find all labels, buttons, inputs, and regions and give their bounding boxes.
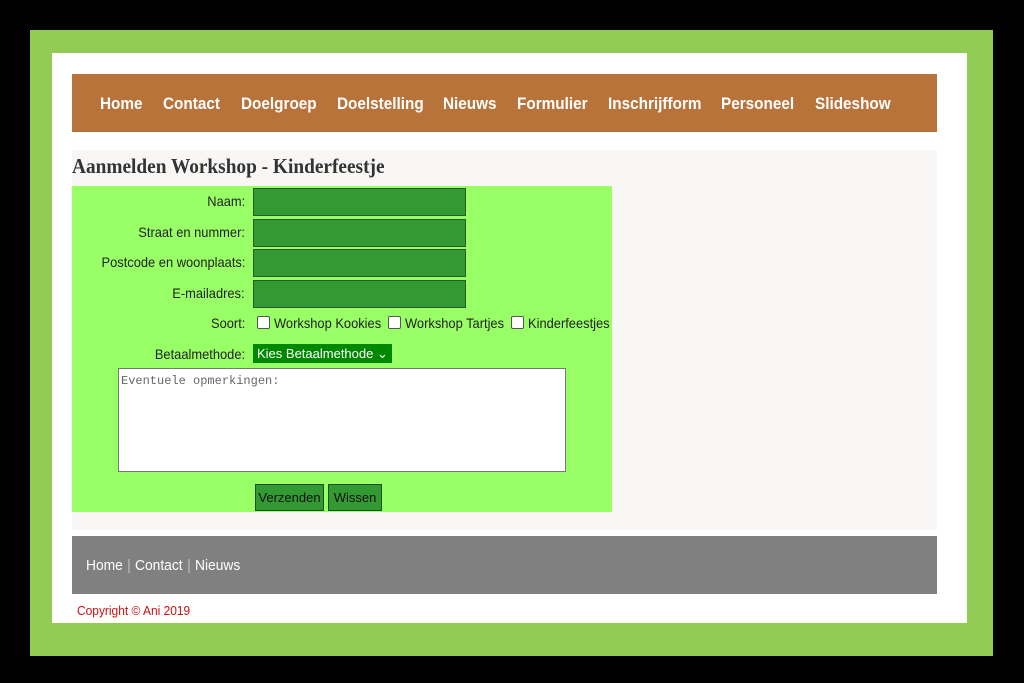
- checkbox-label: Workshop Kookies: [274, 315, 382, 331]
- field-label: Betaalmethode:: [154, 346, 245, 362]
- text-input[interactable]: [253, 280, 466, 308]
- text-input[interactable]: [253, 188, 466, 216]
- select[interactable]: Kies Betaalmethode ⌄: [253, 344, 392, 363]
- checkbox-label: Kinderfeestjes: [528, 315, 610, 331]
- separator: |: [127, 557, 131, 574]
- footer-link[interactable]: Contact: [135, 557, 183, 574]
- select-text: Kies Betaalmethode: [257, 346, 374, 361]
- separator: |: [187, 557, 191, 574]
- footer-link[interactable]: Home: [86, 557, 123, 574]
- button[interactable]: Wissen: [328, 484, 382, 511]
- heading: Aanmelden Workshop - Kinderfeestje: [72, 154, 385, 178]
- nav-link[interactable]: Nieuws: [443, 94, 497, 113]
- field-label: Postcode en woonplaats:: [101, 254, 245, 270]
- nav-link[interactable]: Doelstelling: [337, 94, 424, 113]
- nav-link[interactable]: Formulier: [517, 94, 588, 113]
- footer-link[interactable]: Nieuws: [195, 557, 241, 574]
- text-input[interactable]: [253, 219, 466, 247]
- textarea[interactable]: [118, 368, 566, 472]
- field-label: Straat en nummer:: [138, 224, 245, 240]
- nav-bar: [72, 74, 937, 132]
- nav-link[interactable]: Home: [100, 94, 143, 113]
- text-input[interactable]: [253, 249, 466, 277]
- checkbox-label: Workshop Tartjes: [405, 315, 505, 331]
- checkbox[interactable]: [257, 316, 270, 329]
- button[interactable]: Verzenden: [255, 484, 324, 511]
- nav-link[interactable]: Inschrijfform: [608, 94, 702, 113]
- field-label: E-mailadres:: [172, 285, 245, 301]
- nav-link[interactable]: Slideshow: [815, 94, 891, 113]
- nav-link[interactable]: Personeel: [721, 94, 795, 113]
- nav-link[interactable]: Contact: [163, 94, 220, 113]
- nav-link[interactable]: Doelgroep: [241, 94, 317, 113]
- placeholder: Eventuele opmerkingen:: [121, 374, 280, 388]
- copyright: Copyright © Ani 2019: [77, 603, 191, 618]
- footer: [72, 536, 937, 594]
- field-label: Soort:: [210, 315, 245, 331]
- field-label: Naam:: [207, 193, 245, 209]
- checkbox[interactable]: [388, 316, 401, 329]
- checkbox[interactable]: [511, 316, 524, 329]
